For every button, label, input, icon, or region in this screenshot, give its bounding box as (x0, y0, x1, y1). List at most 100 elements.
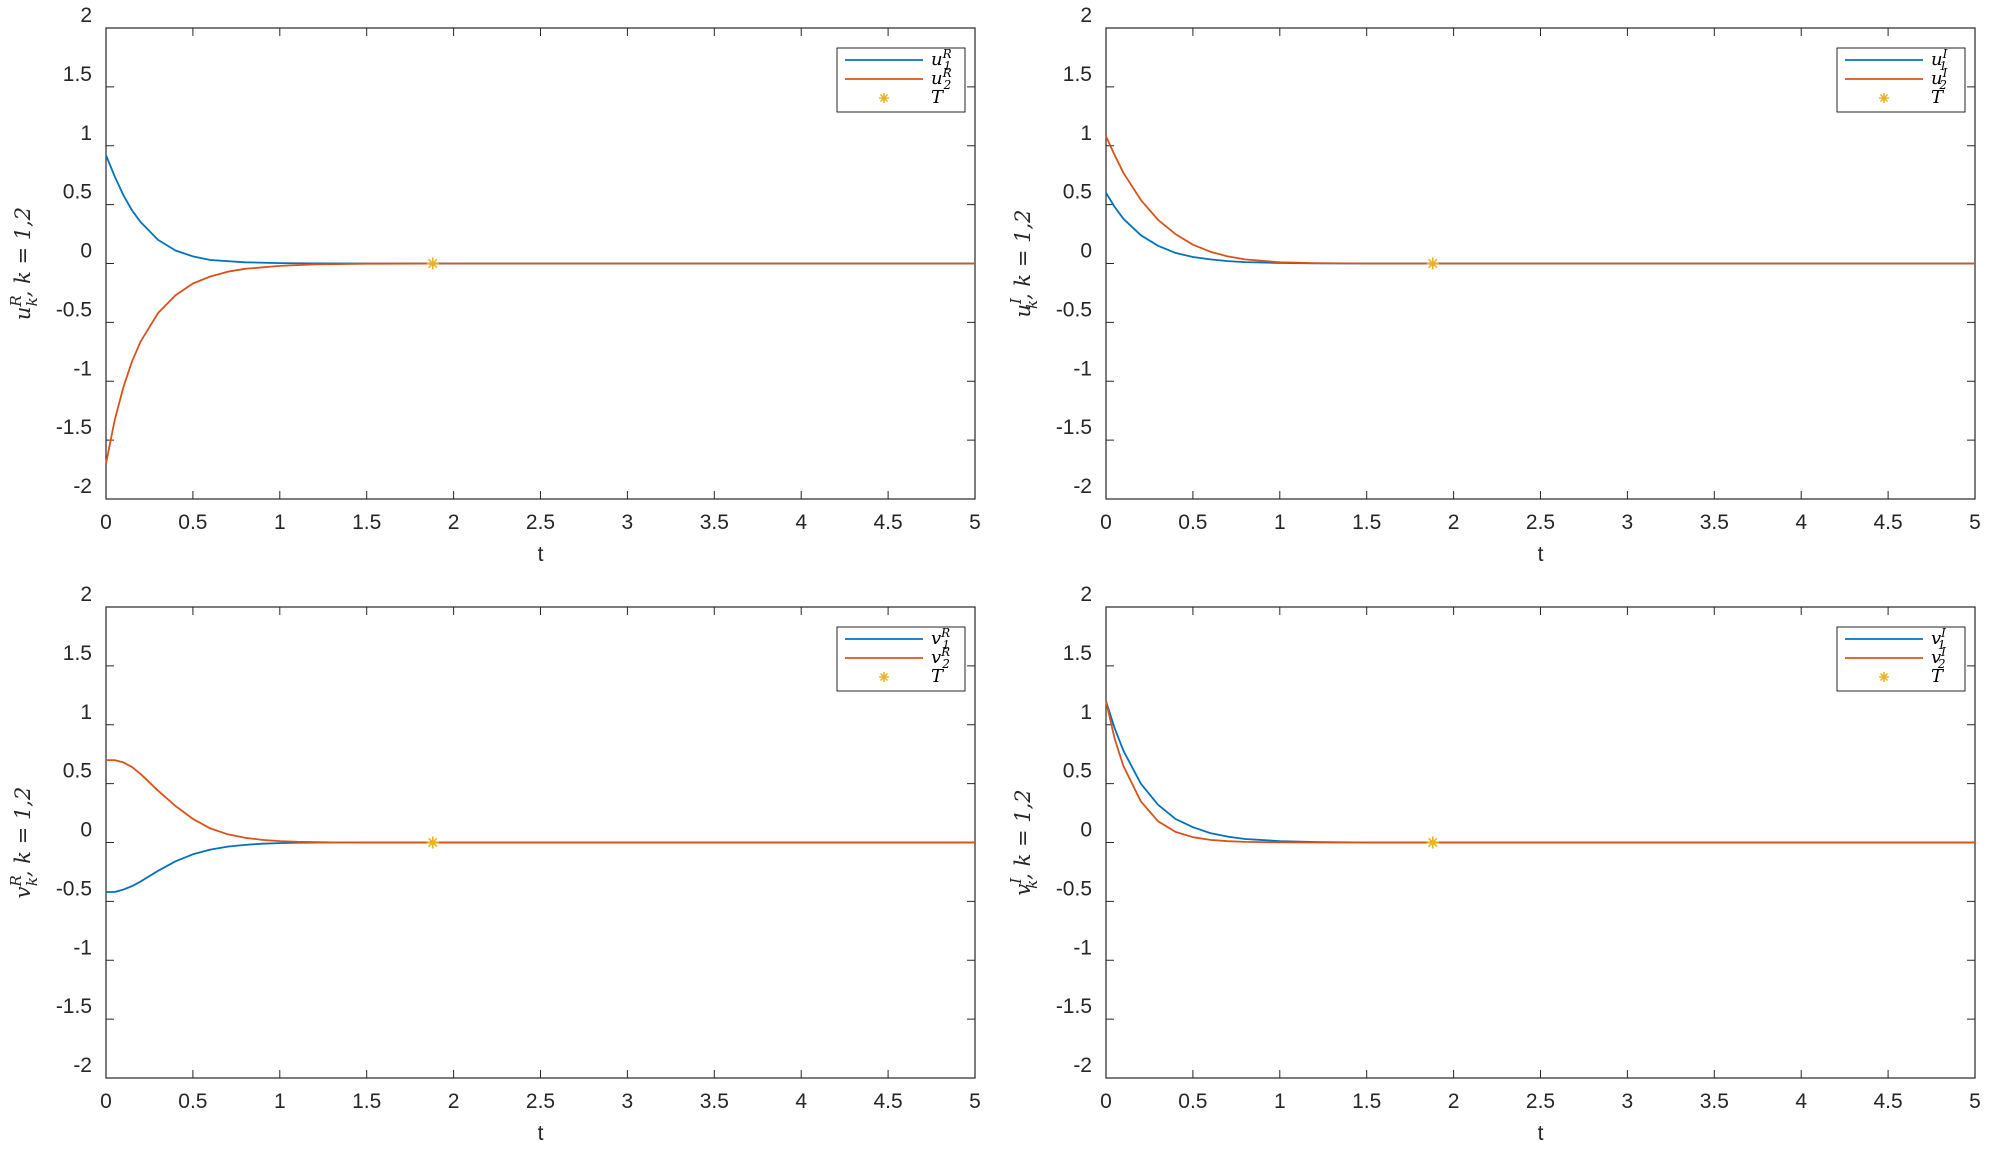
chart-1-xtick-label: 4.5 (1873, 511, 1902, 534)
chart-0-legend: uR 1uR 2T (836, 47, 966, 113)
chart-2-xlabel: t (538, 1122, 544, 1145)
chart-u-real-svg: 0 0.5 1 1.5 2 2.5 3 3.5 4 4.5 5 -2 -1.5 -1 -0.5 0 0.5 1 1.… (7, 4, 981, 566)
chart-1-ytick-label: -1 (1073, 357, 1092, 380)
chart-0-ytick-label: 1.5 (63, 63, 92, 86)
chart-0-ylabel: uRk, k = 1,2 (7, 207, 41, 320)
chart-2-xtick-label: 5 (969, 1090, 981, 1113)
chart-2-legend-box (836, 626, 966, 692)
chart-3-legend-box (1836, 626, 1966, 692)
chart-3-xtick-label: 4.5 (1873, 1090, 1902, 1113)
chart-0-ytick-label: -1.5 (56, 416, 92, 439)
chart-3-ylabel: vIk, k = 1,2 (1007, 789, 1041, 895)
chart-0-xtick-label: 1.5 (352, 511, 381, 534)
chart-0-ytick-label: 2 (80, 4, 92, 27)
chart-2-ytick-label: -2 (73, 1054, 92, 1077)
chart-0-xtick-label: 4 (795, 511, 807, 534)
chart-2-legend-label: T (931, 666, 945, 687)
chart-0-marker-T (426, 257, 439, 270)
chart-1-ytick-label: 0 (1080, 240, 1092, 263)
chart-1-xtick-label: 2 (1448, 511, 1460, 534)
chart-1-marker-T (1426, 257, 1439, 270)
chart-0-ytick-label: 1 (80, 122, 92, 145)
chart-0-series-2 (105, 262, 975, 464)
chart-1-xtick-label: 1 (1274, 511, 1286, 534)
chart-1-ytick-label: 1 (1080, 122, 1092, 145)
chart-2-ylabel: vRk, k = 1,2 (7, 787, 41, 899)
chart-2-ytick-label: -1.5 (56, 995, 92, 1018)
chart-0-xlabel: t (538, 543, 544, 566)
chart-0-xtick-label: 2 (448, 511, 460, 534)
chart-3-xtick-label: 1 (1274, 1090, 1286, 1113)
chart-1-legend-box (1836, 47, 1966, 113)
chart-2-xtick-label: 0.5 (178, 1090, 207, 1113)
chart-2-xtick-label: 2.5 (526, 1090, 555, 1113)
chart-v-real-svg: 0 0.5 1 1.5 2 2.5 3 3.5 4 4.5 5 -2 -1.5 -1 -0.5 0 0.5 1 1.… (7, 583, 981, 1145)
chart-2-ytick-label: 0 (80, 819, 92, 842)
chart-0-ytick-label: -2 (73, 475, 92, 498)
chart-0-xtick-label: 0 (100, 511, 112, 534)
chart-1-legend: uI 1uI 2T (1836, 47, 1966, 113)
chart-1-ytick-label: 0.5 (1063, 181, 1092, 204)
chart-2-xtick-label: 3 (622, 1090, 634, 1113)
chart-3-ytick-label: 1.5 (1063, 642, 1092, 665)
chart-3-ytick-label: 0.5 (1063, 760, 1092, 783)
chart-1-ytick-label: 1.5 (1063, 63, 1092, 86)
chart-2-xtick-label: 2 (448, 1090, 460, 1113)
chart-1-xtick-label: 4 (1795, 511, 1807, 534)
chart-3-series-2 (1105, 700, 1975, 844)
chart-3-xtick-label: 1.5 (1352, 1090, 1381, 1113)
chart-1-ylabel: uIk, k = 1,2 (1007, 210, 1041, 318)
chart-u-imag: 0 0.5 1 1.5 2 2.5 3 3.5 4 4.5 5 -2 -1.5 -1 -0.5 0 0.5 1 1.… (1000, 0, 2000, 584)
chart-1-series-2 (1105, 135, 1975, 265)
chart-0-ytick-label: 0.5 (63, 181, 92, 204)
chart-1-legend-label: T (1931, 87, 1945, 108)
chart-2-xtick-label: 4 (795, 1090, 807, 1113)
chart-3-xtick-label: 0.5 (1178, 1090, 1207, 1113)
chart-0-xtick-label: 3.5 (700, 511, 729, 534)
chart-3-xtick-label: 3 (1622, 1090, 1634, 1113)
chart-3-legend: vI 1vI 2T (1836, 626, 1966, 692)
chart-2-legend-marker (879, 672, 889, 682)
chart-3-ytick-label: 0 (1080, 819, 1092, 842)
chart-3-legend-marker (1879, 672, 1889, 682)
chart-1-xtick-label: 3.5 (1700, 511, 1729, 534)
chart-0-xtick-label: 0.5 (178, 511, 207, 534)
chart-1-ytick-label: 2 (1080, 4, 1092, 27)
chart-3-ytick-label: 1 (1080, 701, 1092, 724)
chart-0-xtick-label: 4.5 (873, 511, 902, 534)
chart-0-xtick-label: 5 (969, 511, 981, 534)
chart-v-imag: 0 0.5 1 1.5 2 2.5 3 3.5 4 4.5 5 -2 -1.5 -1 -0.5 0 0.5 1 1.… (1000, 579, 2000, 1163)
chart-1-ytick-label: -0.5 (1056, 298, 1092, 321)
chart-2-legend-label: vR 2 (931, 645, 950, 671)
chart-1-legend-label: uI 1 (1931, 47, 1948, 73)
chart-3-ytick-label: -2 (1073, 1054, 1092, 1077)
chart-2-ytick-label: 1.5 (63, 642, 92, 665)
chart-2-marker-T (426, 836, 439, 849)
chart-0-legend-label: uR 1 (931, 47, 952, 73)
chart-1-legend-label: uI 2 (1931, 66, 1948, 92)
chart-3-legend-label: vI 2 (1931, 645, 1946, 671)
chart-2-ytick-label: -1 (73, 936, 92, 959)
chart-2-ytick-label: 0.5 (63, 760, 92, 783)
chart-3-ytick-label: -0.5 (1056, 877, 1092, 900)
chart-1-xtick-label: 2.5 (1526, 511, 1555, 534)
chart-1-xtick-label: 1.5 (1352, 511, 1381, 534)
chart-1-xlabel: t (1538, 543, 1544, 566)
chart-1-xtick-label: 0.5 (1178, 511, 1207, 534)
chart-v-real: 0 0.5 1 1.5 2 2.5 3 3.5 4 4.5 5 -2 -1.5 -1 -0.5 0 0.5 1 1.… (0, 579, 1000, 1163)
chart-3-xtick-label: 2.5 (1526, 1090, 1555, 1113)
chart-1-ytick-label: -2 (1073, 475, 1092, 498)
chart-3-ytick-label: -1 (1073, 936, 1092, 959)
chart-0-legend-label: T (931, 87, 945, 108)
chart-u-imag-svg: 0 0.5 1 1.5 2 2.5 3 3.5 4 4.5 5 -2 -1.5 -1 -0.5 0 0.5 1 1.… (1007, 4, 1981, 566)
chart-2-xtick-label: 1 (274, 1090, 286, 1113)
chart-u-real: 0 0.5 1 1.5 2 2.5 3 3.5 4 4.5 5 -2 -1.5 -1 -0.5 0 0.5 1 1.… (0, 0, 1000, 584)
chart-1-xtick-label: 0 (1100, 511, 1112, 534)
chart-2-ytick-label: -0.5 (56, 877, 92, 900)
chart-1-xtick-label: 5 (1969, 511, 1981, 534)
chart-3-xtick-label: 5 (1969, 1090, 1981, 1113)
chart-2-legend: vR 1vR 2T (836, 626, 966, 692)
chart-2-legend-label: vR 1 (931, 626, 950, 652)
chart-v-imag-svg: 0 0.5 1 1.5 2 2.5 3 3.5 4 4.5 5 -2 -1.5 -1 -0.5 0 0.5 1 1.… (1007, 583, 1981, 1145)
chart-0-ytick-label: -1 (73, 357, 92, 380)
